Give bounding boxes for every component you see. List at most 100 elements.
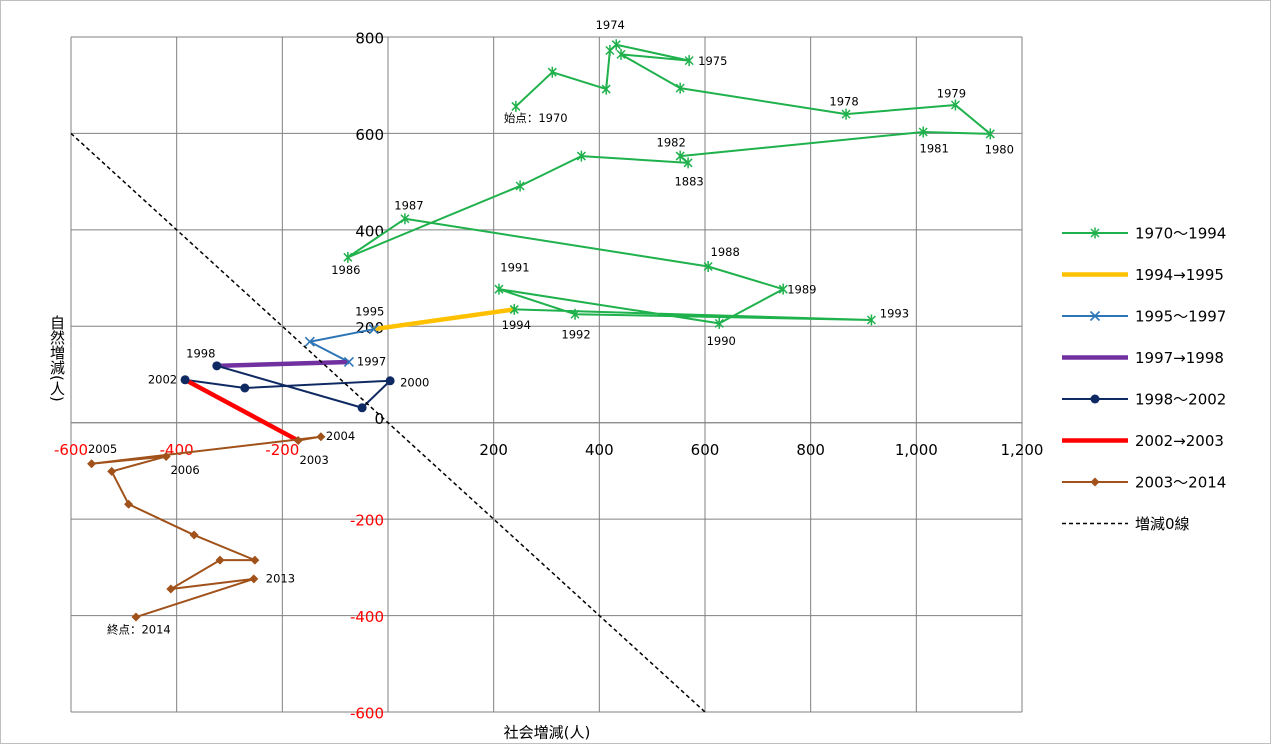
legend-label: 2002→2003 [1135, 432, 1224, 450]
x-tick-label: 800 [796, 441, 825, 459]
legend-label: 1994→1995 [1135, 266, 1224, 284]
y-tick-label: -200 [350, 512, 384, 530]
point-label: 1974 [596, 18, 625, 32]
marker [385, 376, 395, 386]
marker [107, 466, 117, 476]
marker [509, 303, 519, 315]
x-axis-title: 社会増減(人) [504, 724, 591, 742]
point-label: 2006 [170, 463, 199, 477]
marker [714, 317, 724, 329]
y-axis-title: 自然増減(人) [48, 315, 66, 402]
x-tick-label: 1,000 [895, 441, 938, 459]
marker [368, 324, 379, 335]
marker [866, 314, 876, 326]
marker [316, 432, 326, 442]
marker [1089, 310, 1101, 322]
point-label: 2002 [148, 372, 177, 386]
legend-label: 1970〜1994 [1135, 225, 1226, 243]
point-label: 1982 [657, 136, 686, 150]
marker [180, 375, 190, 385]
marker [1090, 394, 1100, 404]
marker [570, 308, 580, 320]
point-label: 1981 [920, 141, 949, 155]
marker [189, 530, 199, 540]
marker [131, 612, 141, 622]
point-label: 1979 [937, 86, 966, 100]
point-label: 2005 [88, 442, 117, 456]
marker [343, 356, 354, 368]
point-label: 始点：1970 [504, 111, 568, 125]
point-label: 1980 [985, 142, 1014, 156]
marker [683, 157, 693, 169]
x-tick-label: 400 [585, 441, 614, 459]
y-tick-label: 400 [355, 222, 384, 240]
marker [601, 83, 611, 95]
marker [293, 436, 303, 446]
point-label: 2004 [326, 429, 355, 443]
marker [1090, 227, 1100, 239]
x-tick-label: 200 [479, 441, 508, 459]
point-label: 1990 [707, 334, 736, 348]
y-tick-label: 0 [374, 410, 384, 428]
series-line [216, 359, 349, 369]
point-label: 1997 [357, 354, 386, 368]
point-label: 1975 [698, 54, 727, 68]
marker [616, 48, 626, 60]
marker [985, 128, 995, 140]
marker [240, 383, 250, 393]
point-label: 1998 [186, 346, 215, 360]
marker [918, 126, 928, 138]
marker [515, 180, 525, 192]
marker [511, 100, 521, 112]
y-tick-label: -400 [350, 608, 384, 626]
marker [576, 150, 586, 162]
legend-label: 2003〜2014 [1135, 474, 1226, 492]
marker [304, 336, 315, 347]
y-tick-label: -600 [350, 705, 384, 723]
point-label: 1987 [394, 198, 423, 212]
point-label: 終点：2014 [107, 623, 171, 637]
point-label: 2003 [300, 453, 329, 467]
marker [778, 283, 788, 295]
marker [703, 261, 713, 272]
series-line [373, 307, 515, 332]
point-label: 1991 [500, 261, 529, 275]
marker [547, 66, 557, 78]
marker [215, 555, 225, 565]
marker [1090, 477, 1100, 487]
point-label: 1978 [829, 95, 858, 109]
point-label: 2013 [266, 571, 295, 585]
y-tick-label: 800 [355, 30, 384, 48]
point-label: 1995 [355, 305, 384, 319]
x-tick-label: 600 [691, 441, 720, 459]
x-tick-label: -200 [265, 441, 299, 459]
marker [400, 213, 410, 225]
marker [494, 283, 504, 295]
point-label: 1992 [561, 328, 590, 342]
marker [675, 82, 685, 94]
point-label: 1993 [880, 307, 909, 321]
legend-label: 増減0線 [1135, 515, 1190, 533]
point-label: 1994 [502, 318, 531, 332]
marker [357, 403, 367, 413]
x-tick-label: -600 [54, 441, 88, 459]
point-label: 1883 [674, 174, 703, 188]
marker [161, 451, 171, 461]
point-label: 2000 [400, 375, 429, 389]
marker [950, 99, 960, 111]
marker [684, 55, 694, 67]
marker [124, 499, 134, 509]
marker [212, 361, 222, 371]
marker [166, 584, 176, 594]
legend-label: 1998〜2002 [1135, 391, 1226, 409]
y-tick-label: 600 [355, 126, 384, 144]
point-label: 1986 [331, 263, 360, 277]
marker [611, 39, 621, 51]
point-label: 1988 [711, 245, 740, 259]
x-tick-label: 1,200 [1001, 441, 1044, 459]
marker [249, 574, 259, 584]
series-line [90, 435, 322, 618]
legend-label: 1997→1998 [1135, 349, 1224, 367]
